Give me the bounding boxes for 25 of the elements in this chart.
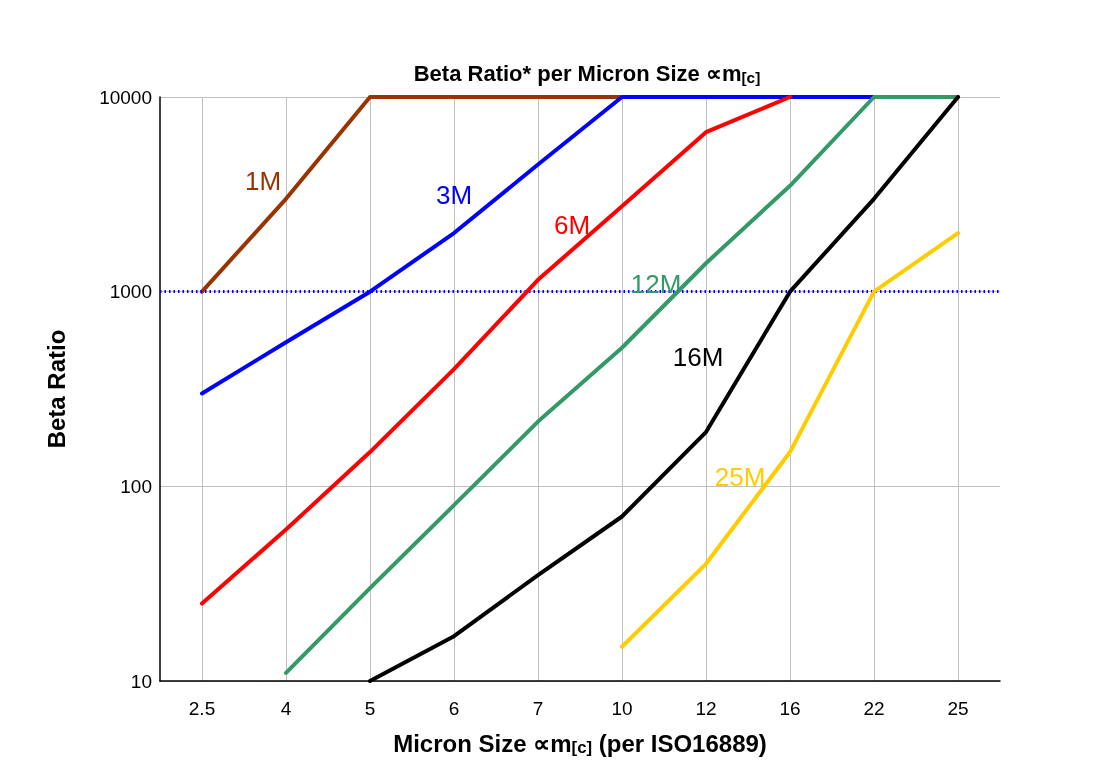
y-tick-label: 1000 <box>109 281 152 303</box>
x-tick-label: 12 <box>695 698 717 719</box>
series-label: 12M <box>630 268 682 299</box>
x-tick-label: 16 <box>779 698 801 719</box>
line-series <box>200 95 792 606</box>
y-tick-label: 10000 <box>99 86 152 108</box>
x-tick-label: 5 <box>364 698 376 719</box>
x-tick-label: 7 <box>532 698 544 719</box>
y-tick-label: 100 <box>120 475 152 497</box>
y-axis-title: Beta Ratio <box>42 329 70 449</box>
x-tick-label: 10 <box>611 698 633 719</box>
x-tick-label: 4 <box>280 698 292 719</box>
y-tick-label: 10 <box>130 670 152 692</box>
x-tick-label: 22 <box>863 698 885 719</box>
series-label: 16M <box>672 341 724 372</box>
series-label: 25M <box>714 462 766 493</box>
series-label: 1M <box>244 165 282 196</box>
chart-title: Beta Ratio* per Micron Size ∝m[c] <box>413 60 761 86</box>
x-axis-title: Micron Size ∝m[c] (per ISO16889) <box>393 730 767 758</box>
series-label: 6M <box>553 209 591 240</box>
x-tick-label: 2.5 <box>188 698 216 719</box>
series-label: 3M <box>435 180 473 211</box>
x-tick-label: 25 <box>947 698 969 719</box>
line-series <box>620 231 960 649</box>
x-tick-label: 6 <box>448 698 460 719</box>
